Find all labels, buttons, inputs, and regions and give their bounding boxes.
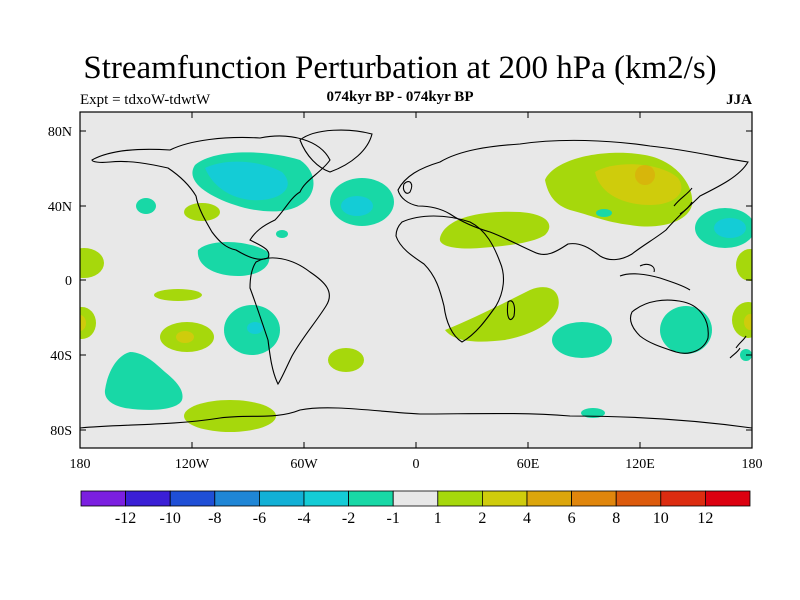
anomaly-negative-small (581, 408, 605, 418)
anomaly-positive-small (596, 209, 612, 217)
anomaly-positive-small (154, 289, 202, 301)
coastline-indonesia (619, 263, 691, 291)
lat-tick-label: 40N (48, 200, 72, 215)
anomaly-positive-antarctic (184, 400, 276, 432)
lon-tick-label: 60W (290, 457, 318, 472)
coastline-antarctica (80, 407, 752, 429)
lon-tick-label: 180 (70, 457, 91, 472)
anomaly-negative-central-america (197, 241, 270, 276)
colorbar-swatch (392, 490, 439, 507)
anomaly-positive-edge-west (80, 248, 104, 278)
colorbar-label: -4 (297, 510, 310, 527)
colorbar-label: -8 (208, 510, 221, 527)
anomaly-positive-small (635, 165, 655, 185)
coastline-japan (673, 187, 693, 215)
plot-title: Streamfunction Perturbation at 200 hPa (… (83, 50, 717, 86)
colorbar-label: 12 (697, 510, 713, 527)
coastline-australia (629, 299, 709, 354)
anomaly-positive-south-indian (445, 287, 559, 342)
colorbar-labels: -12 -10 -8 -6 -4 -2 -1 1 2 4 6 8 10 12 (115, 510, 713, 527)
lon-ticks (191, 112, 641, 448)
anomaly-positive-edge-east (732, 302, 752, 338)
lon-tick-label: 180 (742, 457, 763, 472)
anomaly-negative-small (136, 198, 156, 214)
lat-ticks (80, 130, 752, 431)
anomaly-negative-south-indian (552, 322, 612, 358)
anomaly-positive-small (184, 203, 220, 221)
colorbar-label: -6 (253, 510, 266, 527)
lon-labels: 180 120W 60W 0 60E 120E 180 (70, 457, 763, 472)
anomaly-negative-north-atlantic-core (341, 196, 373, 216)
colorbar-swatch (258, 490, 305, 507)
season-label: JJA (726, 92, 752, 108)
colorbar-label: 10 (653, 510, 669, 527)
lat-tick-label: 40S (50, 349, 72, 364)
anomaly-positive-edge-east-core (744, 314, 752, 330)
colorbar-label: -10 (160, 510, 181, 527)
anomaly-positive-edge-west (80, 307, 96, 339)
colorbar-swatch (214, 490, 260, 507)
colorbar-swatch (660, 490, 706, 507)
colorbar-swatch (437, 490, 483, 507)
period-label: 074kyr BP - 074kyr BP (326, 89, 474, 105)
colorbar (80, 490, 751, 507)
lat-tick-label: 80S (50, 424, 72, 439)
coastline-madagascar (506, 300, 516, 320)
coastline-greenland (299, 129, 373, 173)
coastline-north-america (91, 135, 331, 260)
colorbar-swatch (125, 490, 171, 507)
colorbar-swatch (705, 490, 751, 507)
anomaly-positive-edge-east (736, 249, 752, 281)
coastline-africa (395, 215, 505, 343)
anomaly-negative-australia (660, 306, 712, 354)
anomaly-positive-south-pacific-core (176, 331, 194, 343)
colorbar-label: 1 (434, 510, 442, 527)
coastlines (80, 129, 752, 429)
anomaly-negative-southern-ocean (104, 352, 183, 410)
colorbar-swatch (481, 490, 528, 507)
colorbar-label: 4 (523, 510, 531, 527)
colorbar-label: -1 (387, 510, 400, 527)
colorbar-swatch (348, 490, 394, 507)
anomaly-positive-edge-west-core (80, 315, 86, 331)
lon-tick-label: 120E (625, 457, 655, 472)
lat-tick-label: 80N (48, 125, 72, 140)
coastline-uk (402, 181, 413, 194)
anomaly-positive-eurasia-core (595, 164, 682, 205)
colorbar-label: 2 (478, 510, 486, 527)
anomaly-fields (80, 152, 752, 432)
colorbar-label: -2 (342, 510, 355, 527)
colorbar-label: 6 (568, 510, 576, 527)
anomaly-negative-small (276, 230, 288, 238)
anomaly-negative-south-pacific-east-core (247, 322, 263, 334)
lon-tick-label: 120W (175, 457, 210, 472)
colorbar-swatch (526, 490, 572, 507)
colorbar-swatch (571, 490, 617, 507)
lat-labels: 80N 40N 0 40S 80S (48, 125, 72, 439)
coastline-new-zealand (729, 335, 747, 359)
lat-tick-label: 0 (65, 274, 72, 289)
colorbar-swatch (169, 490, 216, 507)
colorbar-label: 8 (612, 510, 620, 527)
anomaly-negative-north-america-core (205, 161, 288, 201)
colorbar-label: -12 (115, 510, 136, 527)
lon-tick-label: 60E (517, 457, 540, 472)
anomaly-positive-south-atlantic (328, 348, 364, 372)
coastline-south-america (249, 257, 330, 386)
experiment-label: Expt = tdxoW-tdwtW (80, 92, 211, 108)
anomaly-negative-north-pacific-core (714, 218, 746, 238)
coastline-eurasia (397, 139, 749, 261)
colorbar-swatch (615, 490, 662, 507)
colorbar-swatch (303, 490, 349, 507)
colorbar-swatch (80, 490, 126, 507)
lon-tick-label: 0 (413, 457, 420, 472)
